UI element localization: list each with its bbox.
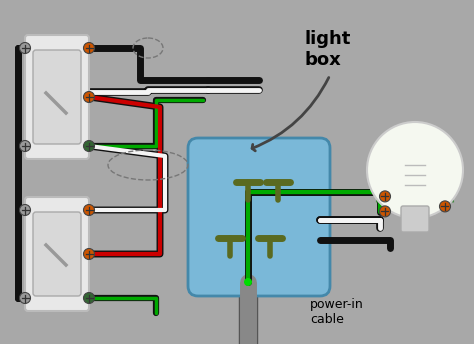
- Circle shape: [83, 248, 94, 259]
- Text: light
box: light box: [305, 30, 351, 69]
- Circle shape: [380, 206, 391, 217]
- Circle shape: [244, 278, 252, 286]
- FancyBboxPatch shape: [25, 197, 89, 311]
- FancyBboxPatch shape: [25, 35, 89, 159]
- Circle shape: [83, 43, 94, 54]
- Circle shape: [19, 140, 30, 151]
- Circle shape: [380, 191, 391, 202]
- Circle shape: [83, 92, 94, 103]
- Circle shape: [83, 292, 94, 303]
- FancyBboxPatch shape: [33, 212, 81, 296]
- Wedge shape: [377, 163, 453, 201]
- FancyBboxPatch shape: [33, 50, 81, 144]
- Circle shape: [19, 43, 30, 54]
- Circle shape: [439, 201, 450, 212]
- Circle shape: [83, 204, 94, 215]
- Circle shape: [19, 292, 30, 303]
- Circle shape: [83, 140, 94, 151]
- Text: power-in
cable: power-in cable: [310, 298, 364, 326]
- Circle shape: [19, 204, 30, 215]
- Circle shape: [367, 122, 463, 218]
- FancyBboxPatch shape: [401, 206, 429, 232]
- FancyBboxPatch shape: [188, 138, 330, 296]
